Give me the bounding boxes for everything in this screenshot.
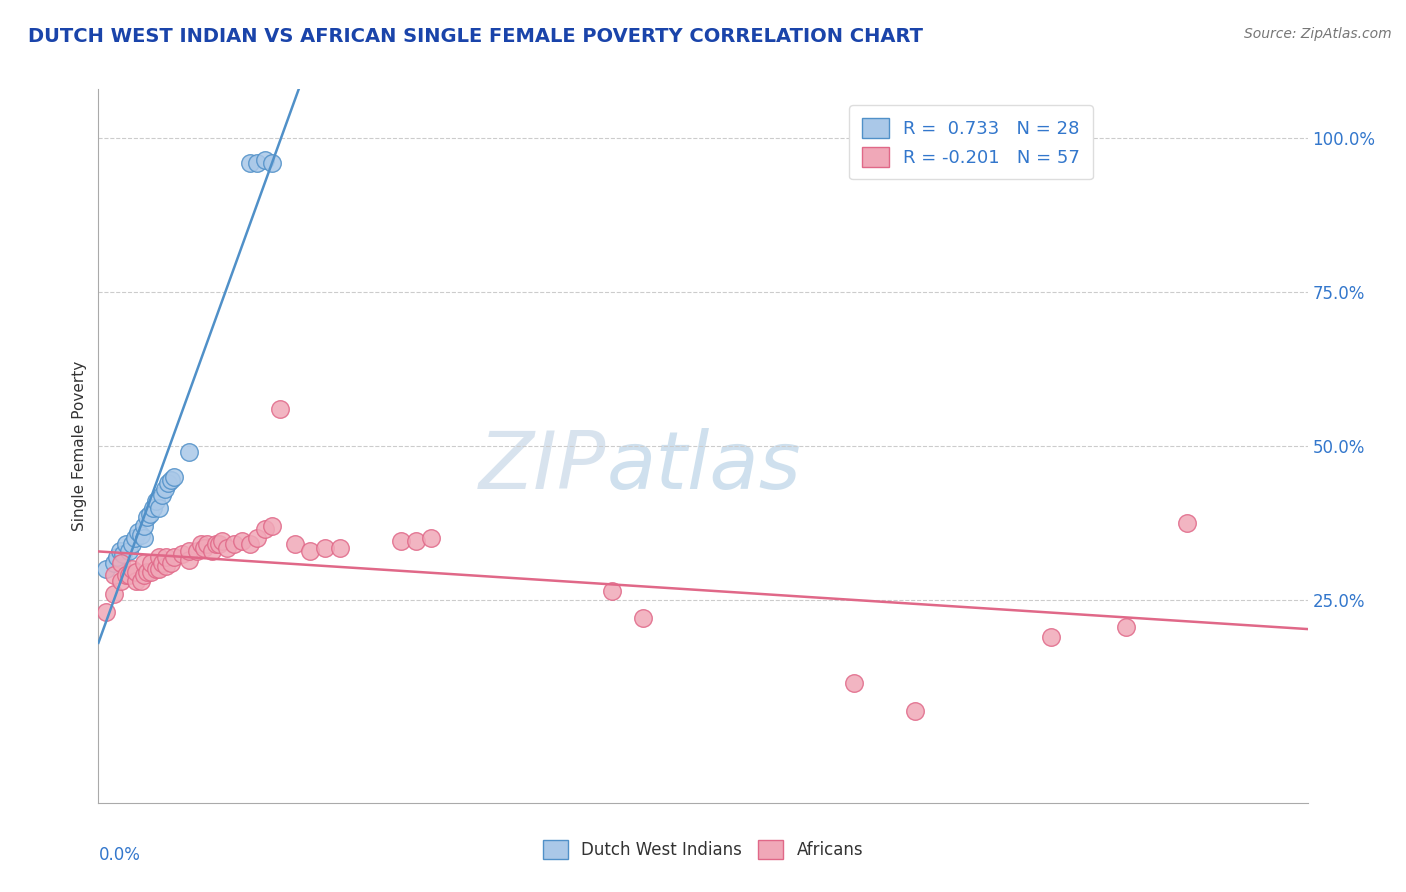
Point: [246, 156, 269, 170]
Point: [148, 500, 170, 515]
Point: [160, 556, 183, 570]
Point: [121, 537, 143, 551]
Point: [156, 475, 179, 490]
Point: [114, 537, 136, 551]
Point: [190, 537, 212, 551]
Point: [262, 519, 284, 533]
Point: [211, 534, 233, 549]
Point: [284, 537, 307, 551]
Point: [103, 568, 125, 582]
Point: [253, 522, 276, 536]
Point: [153, 482, 176, 496]
Point: [195, 537, 218, 551]
Point: [1175, 516, 1198, 530]
Point: [132, 556, 155, 570]
Point: [1039, 630, 1062, 644]
Point: [103, 587, 125, 601]
Point: [179, 445, 201, 459]
Point: [631, 611, 654, 625]
Point: [253, 153, 276, 167]
Text: DUTCH WEST INDIAN VS AFRICAN SINGLE FEMALE POVERTY CORRELATION CHART: DUTCH WEST INDIAN VS AFRICAN SINGLE FEMA…: [28, 27, 924, 45]
Point: [163, 549, 186, 564]
Point: [239, 156, 262, 170]
Point: [329, 541, 352, 555]
Point: [141, 556, 163, 570]
Point: [110, 574, 132, 589]
Text: 0.0%: 0.0%: [98, 846, 141, 863]
Point: [111, 547, 134, 561]
Point: [145, 562, 167, 576]
Point: [904, 704, 927, 718]
Point: [201, 543, 224, 558]
Point: [150, 488, 173, 502]
Point: [145, 494, 167, 508]
Point: [124, 531, 146, 545]
Point: [110, 556, 132, 570]
Point: [105, 549, 128, 564]
Point: [121, 562, 143, 576]
Point: [224, 537, 246, 551]
Point: [193, 541, 215, 555]
Point: [239, 537, 262, 551]
Point: [132, 519, 155, 533]
Point: [215, 541, 238, 555]
Text: Source: ZipAtlas.com: Source: ZipAtlas.com: [1244, 27, 1392, 41]
Point: [1115, 620, 1137, 634]
Point: [139, 507, 162, 521]
Point: [108, 543, 131, 558]
Point: [148, 549, 170, 564]
Point: [118, 543, 141, 558]
Point: [170, 547, 193, 561]
Point: [186, 543, 208, 558]
Point: [118, 568, 141, 582]
Legend: Dutch West Indians, Africans: Dutch West Indians, Africans: [536, 834, 870, 866]
Point: [231, 534, 253, 549]
Point: [405, 534, 427, 549]
Point: [208, 537, 231, 551]
Point: [160, 473, 183, 487]
Point: [155, 558, 177, 573]
Point: [602, 583, 624, 598]
Point: [420, 531, 443, 545]
Point: [132, 531, 155, 545]
Point: [94, 605, 117, 619]
Text: ZIP: ZIP: [479, 428, 606, 507]
Point: [129, 528, 152, 542]
Point: [148, 562, 170, 576]
Point: [129, 574, 152, 589]
Point: [103, 556, 125, 570]
Point: [135, 509, 157, 524]
Point: [150, 556, 173, 570]
Point: [127, 525, 149, 540]
Point: [205, 537, 228, 551]
Point: [142, 500, 165, 515]
Point: [125, 574, 148, 589]
Text: atlas: atlas: [606, 428, 801, 507]
Point: [299, 543, 322, 558]
Point: [141, 565, 163, 579]
Point: [179, 543, 201, 558]
Point: [125, 565, 148, 579]
Point: [132, 568, 155, 582]
Y-axis label: Single Female Poverty: Single Female Poverty: [72, 361, 87, 531]
Point: [114, 568, 136, 582]
Point: [163, 469, 186, 483]
Point: [155, 549, 177, 564]
Point: [262, 156, 284, 170]
Point: [135, 565, 157, 579]
Point: [269, 402, 291, 417]
Point: [246, 531, 269, 545]
Point: [314, 541, 336, 555]
Point: [94, 562, 117, 576]
Point: [179, 553, 201, 567]
Point: [844, 676, 866, 690]
Point: [389, 534, 412, 549]
